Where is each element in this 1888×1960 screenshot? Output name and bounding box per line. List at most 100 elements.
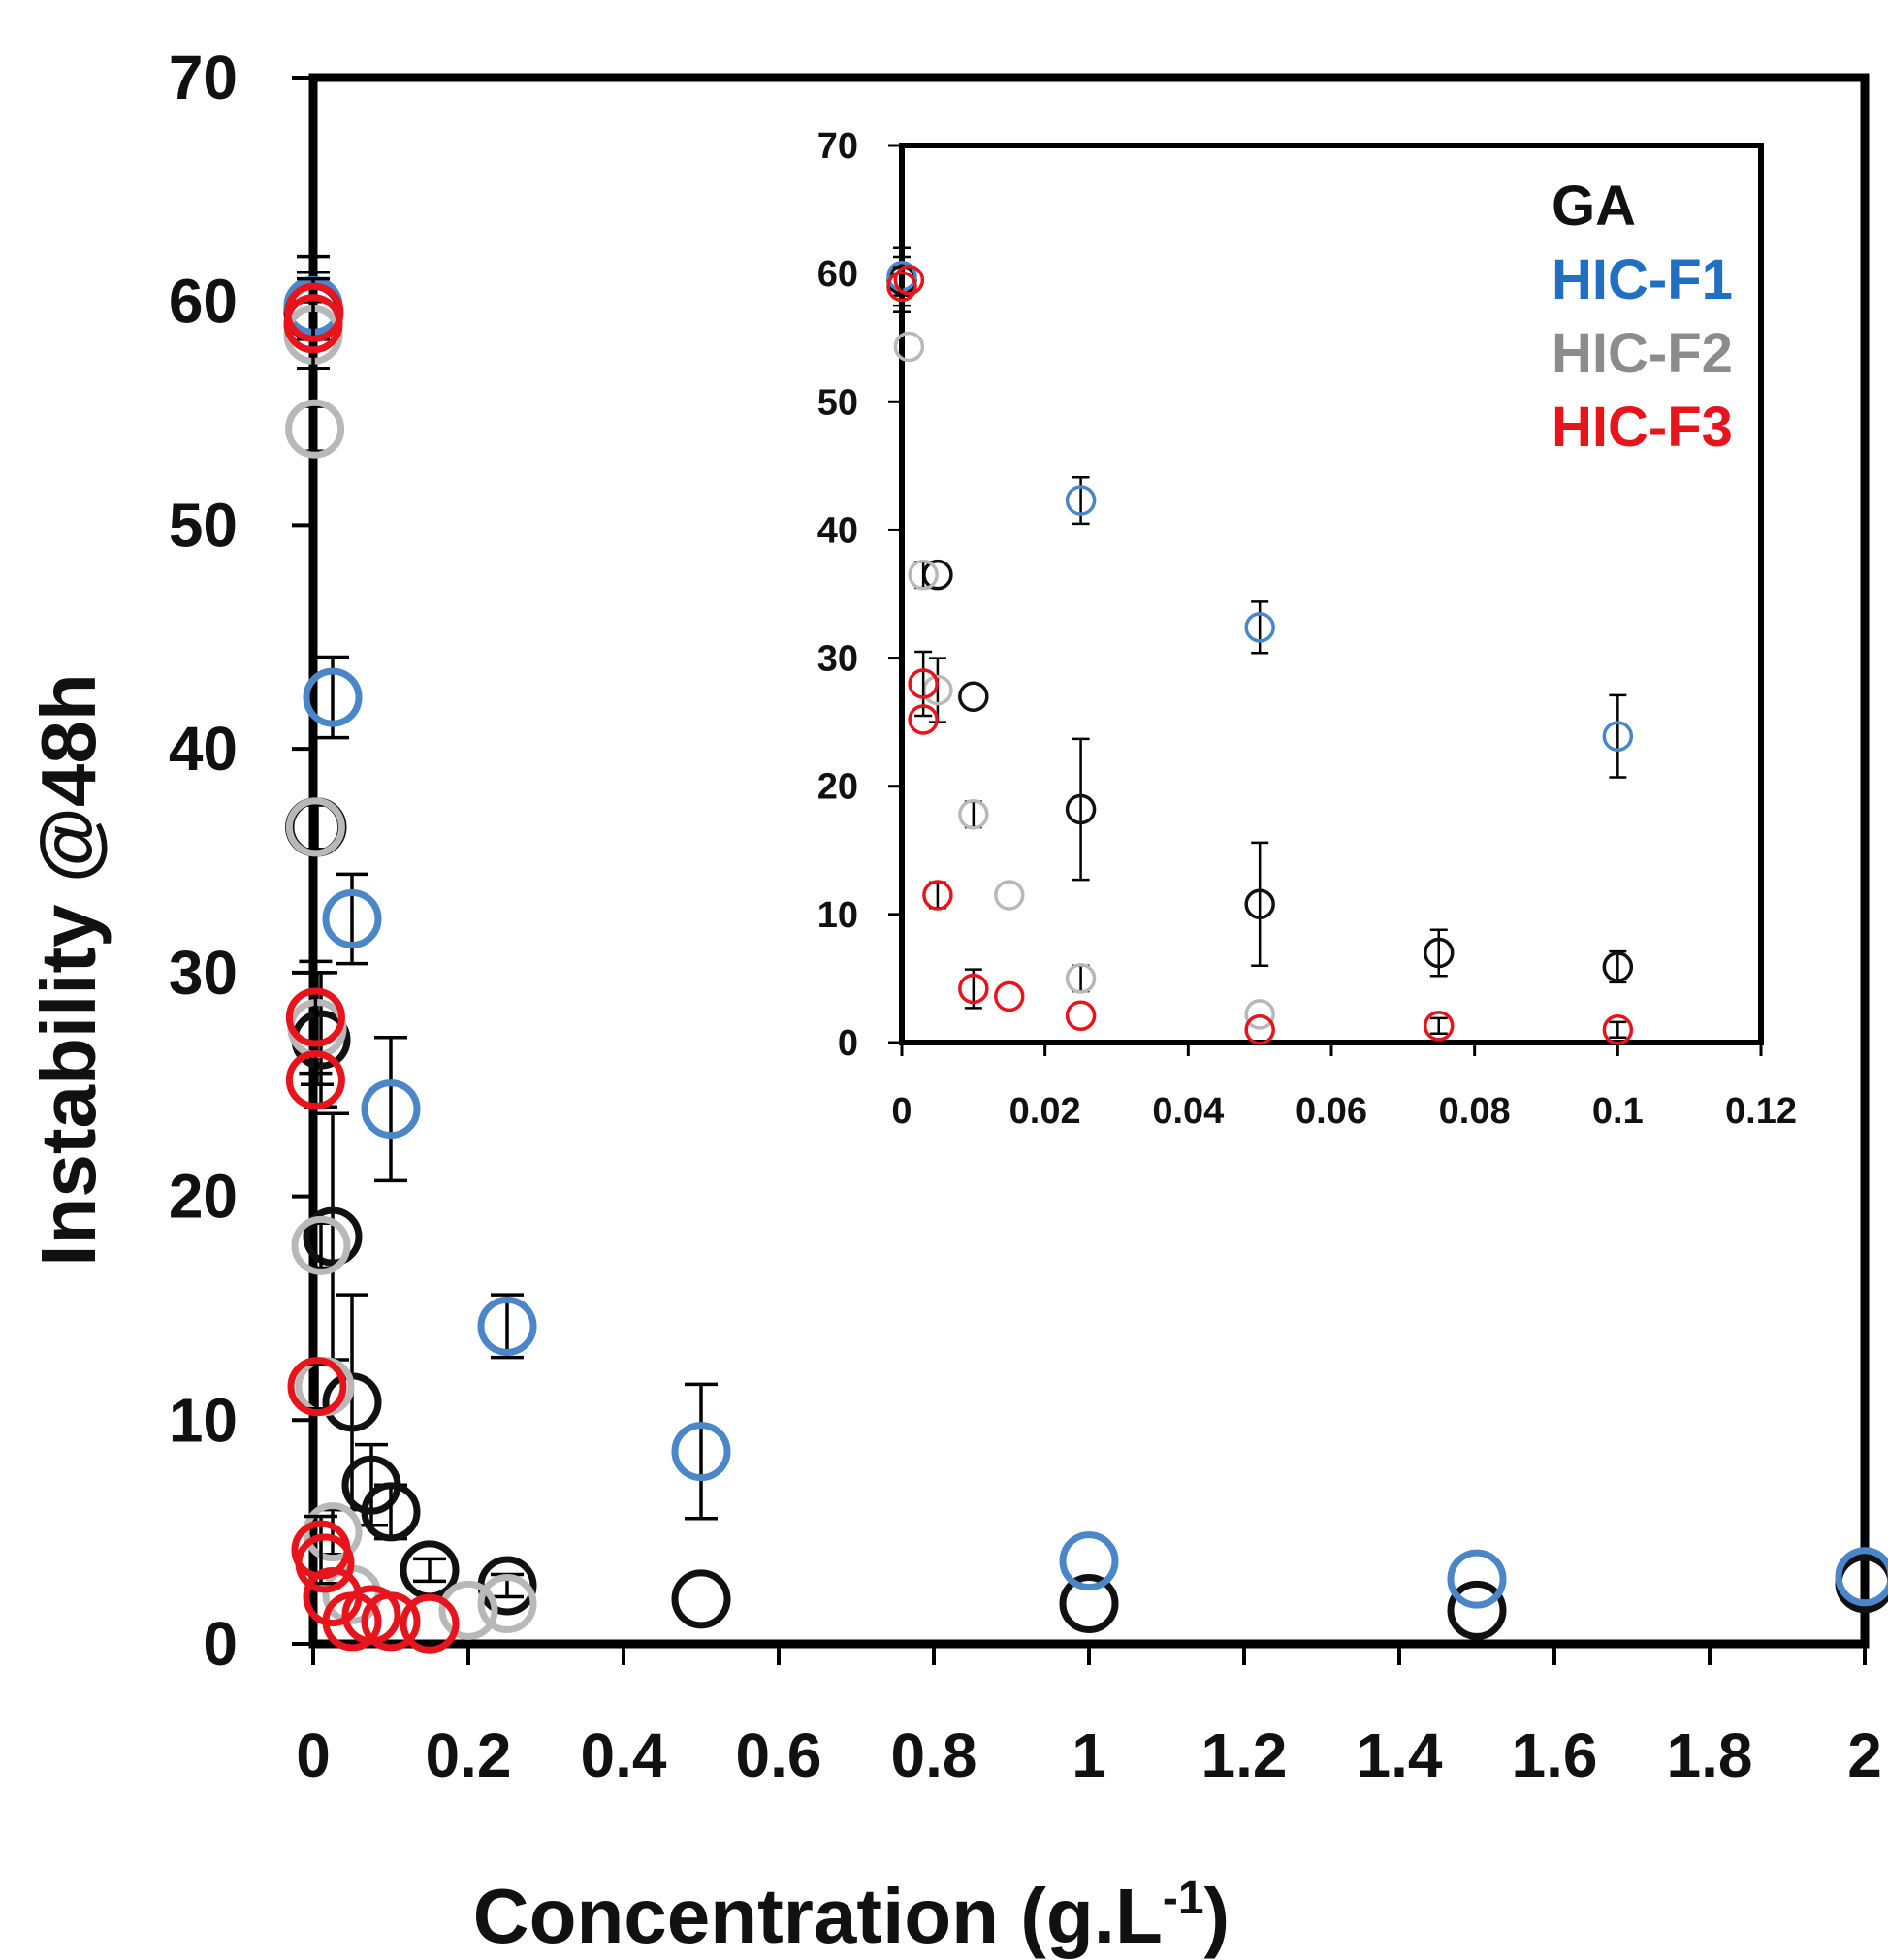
data-point-ga [958, 681, 989, 712]
data-point-hic-f3 [908, 668, 939, 699]
x-axis-title-suffix: ) [1204, 1873, 1231, 1959]
data-point-hic-f2 [893, 331, 925, 363]
data-point-hic-f3 [886, 271, 917, 303]
main-series-hic-f3 [283, 276, 460, 1654]
inset-y-tick-label: 20 [817, 767, 858, 808]
data-point-hic-f3 [285, 987, 345, 1047]
inset-y-tick-label: 60 [817, 254, 858, 295]
data-point-hic-f2 [477, 1573, 537, 1633]
data-point-hic-f1 [1065, 485, 1097, 516]
data-point-hic-f3 [361, 1591, 421, 1652]
main-y-tick-label: 70 [169, 43, 238, 112]
data-point-hic-f1 [1602, 721, 1634, 752]
data-point-hic-f3 [908, 704, 939, 735]
error-bar [491, 1293, 524, 1360]
main-y-tick-label: 30 [169, 938, 238, 1008]
data-point-hic-f3 [1424, 1011, 1455, 1042]
main-y-tick-label: 60 [169, 267, 238, 337]
main-y-tick-label: 40 [169, 714, 238, 784]
data-point-ga [1244, 888, 1275, 920]
main-data-points [283, 254, 1888, 1654]
data-point-hic-f1 [671, 1422, 731, 1482]
error-bar [1251, 841, 1269, 967]
data-point-hic-f2 [1244, 999, 1275, 1030]
legend-label-ga: GA [1552, 175, 1636, 238]
error-bar [1609, 1020, 1627, 1039]
data-point-hic-f3 [284, 282, 344, 342]
inset-data-points [886, 246, 1634, 1045]
main-series-hic-f2 [283, 299, 537, 1640]
main-x-tick-label: 1.8 [1667, 1720, 1753, 1790]
data-point-hic-f2 [1065, 963, 1097, 994]
data-point-hic-f3 [285, 1050, 345, 1110]
data-point-hic-f2 [291, 1215, 351, 1275]
error-bar [298, 404, 332, 454]
main-x-tick-label: 1 [1072, 1720, 1106, 1790]
data-point-hic-f2 [285, 797, 345, 857]
data-point-ga [1602, 951, 1634, 982]
x-axis-title-superscript: -1 [1163, 1873, 1204, 1924]
inset-x-tick-label: 0 [891, 1091, 912, 1132]
main-x-tick-label: 0.2 [426, 1720, 512, 1790]
main-y-tick-label: 0 [203, 1609, 238, 1679]
legend-label-hic-f2: HIC-F2 [1552, 322, 1733, 385]
main-x-axis-title: Concentration (g.L-1) [473, 1873, 1230, 1959]
main-x-tick-label: 0 [296, 1720, 331, 1790]
error-bar [299, 803, 333, 851]
data-point-hic-f2 [285, 399, 345, 459]
error-bar [1072, 476, 1090, 526]
data-point-hic-f1 [477, 1296, 537, 1356]
data-point-hic-f2 [994, 880, 1025, 911]
data-point-hic-f1 [303, 667, 363, 727]
main-y-tick-label: 20 [169, 1162, 238, 1232]
main-y-tick-label: 50 [169, 490, 238, 560]
data-point-hic-f1 [361, 1079, 421, 1140]
inset-x-tick-label: 0.06 [1296, 1091, 1367, 1132]
data-point-hic-f1 [1059, 1531, 1119, 1591]
error-bar [297, 276, 330, 370]
data-point-hic-f2 [958, 799, 989, 830]
data-point-ga [1065, 793, 1097, 825]
error-bar [1429, 928, 1448, 978]
main-x-tick-label: 1.6 [1512, 1720, 1598, 1790]
inset-x-tick-label: 0.08 [1439, 1091, 1511, 1132]
data-point-hic-f3 [922, 880, 953, 911]
inset-series-hic-f3 [886, 265, 1634, 1045]
inset-y-tick-label: 10 [817, 895, 858, 936]
inset-chart-panel: 0 0.02 0.04 0.06 0.08 0.1 0.12010203040506070 … [817, 126, 1797, 1132]
inset-y-tick-label: 70 [817, 126, 858, 167]
data-point-hic-f3 [400, 1593, 460, 1654]
main-x-tick-label: 0.8 [891, 1720, 977, 1790]
error-bar [1251, 600, 1269, 655]
data-point-hic-f3 [295, 1533, 355, 1593]
legend: GA HIC-F1 HIC-F2 HIC-F3 [1552, 175, 1733, 459]
data-point-hic-f1 [322, 888, 382, 948]
data-point-hic-f3 [1065, 1000, 1097, 1031]
data-point-ga [303, 1206, 363, 1267]
inset-y-tick-label: 30 [817, 639, 858, 680]
inset-y-tick-label: 50 [817, 382, 858, 423]
data-point-hic-f2 [908, 559, 939, 591]
main-x-tick-label: 1.2 [1201, 1720, 1288, 1790]
inset-y-tick-label: 0 [838, 1023, 858, 1064]
legend-label-hic-f1: HIC-F1 [1552, 248, 1733, 311]
data-point-hic-f3 [893, 265, 925, 296]
data-point-hic-f1 [1835, 1547, 1888, 1607]
error-bar [1609, 693, 1627, 779]
data-point-ga [361, 1482, 421, 1542]
data-point-hic-f3 [1602, 1014, 1634, 1045]
main-x-tick-label: 0.4 [581, 1720, 667, 1790]
main-series-hic-f1 [283, 270, 1888, 1609]
inset-plot-background [902, 145, 1761, 1043]
data-point-hic-f3 [287, 1357, 347, 1417]
data-point-hic-f3 [1244, 1014, 1275, 1045]
error-bar [1072, 737, 1090, 882]
legend-label-hic-f3: HIC-F3 [1552, 396, 1733, 459]
main-chart-panel: 0 0.2 0.4 0.6 0.8 1 1.2 1.4 1.6 1.8 20102030405060… [25, 43, 1888, 1959]
data-point-hic-f1 [1447, 1549, 1507, 1609]
main-y-axis-title: Instability @48h [25, 673, 112, 1266]
inset-x-tick-label: 0.12 [1725, 1091, 1797, 1132]
data-point-ga [1447, 1580, 1507, 1640]
main-x-tick-label: 1.4 [1357, 1720, 1443, 1790]
